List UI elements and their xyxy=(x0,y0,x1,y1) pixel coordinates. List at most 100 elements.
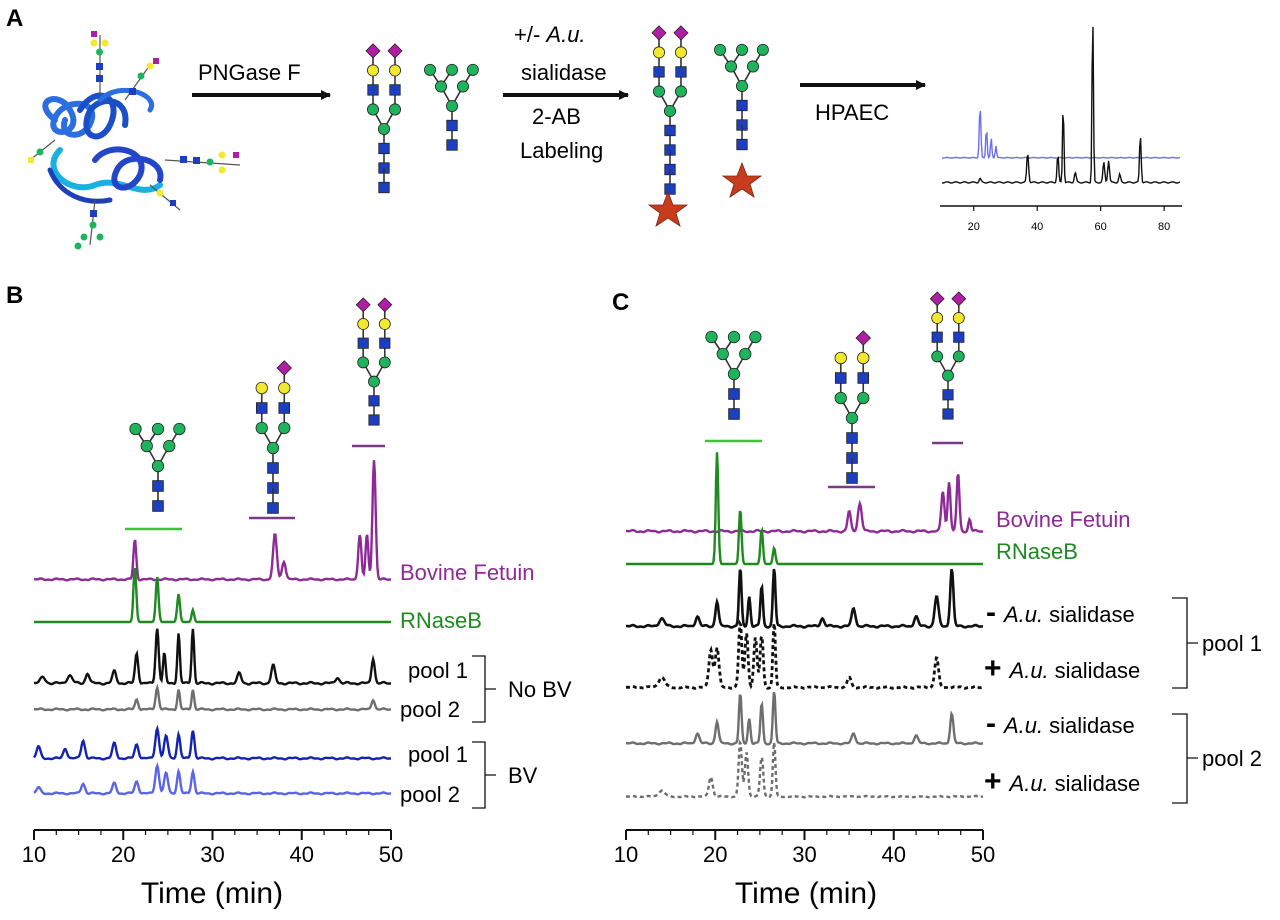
label-sialidase-line1: +/- A.u. xyxy=(514,22,586,47)
inset-tick-label: 40 xyxy=(1031,221,1043,233)
sialic-acid-diamond-icon xyxy=(651,25,667,41)
trace-label-rnaseb-b: RNaseB xyxy=(400,608,482,633)
glcnac-square-icon xyxy=(675,66,687,78)
panel-label-b: B xyxy=(6,282,23,309)
mannose-circle-icon xyxy=(255,421,268,435)
label-2ab: 2-AB xyxy=(532,104,581,129)
inset-tick-label: 60 xyxy=(1095,221,1107,233)
glcnac-square-icon xyxy=(736,99,748,112)
mannose-circle-icon xyxy=(674,85,687,98)
galactose-circle-icon xyxy=(653,46,666,59)
inset-tick-label: 80 xyxy=(1158,221,1170,233)
row-label-plus-pool1: + A.u. sialidase xyxy=(984,652,1140,685)
mannose-circle-icon xyxy=(735,43,749,56)
mannose-circle-icon xyxy=(367,103,380,116)
group-label-pool2-c: pool 2 xyxy=(1202,746,1262,771)
sialic-acid-diamond-icon xyxy=(365,43,381,59)
bracket-pool1 xyxy=(1172,597,1198,689)
group-label-no-bv: No BV xyxy=(508,677,572,702)
glcnac-square-icon xyxy=(278,402,291,414)
glcnac-square-icon xyxy=(942,408,954,420)
protein-ribbon-illustration xyxy=(42,88,164,204)
mannose-circle-icon xyxy=(388,103,401,116)
trace-pool1-bv xyxy=(32,724,391,761)
trace-pool1-nobv xyxy=(33,628,392,686)
inset-tick-label: 20 xyxy=(968,221,980,233)
inset-trace-native xyxy=(941,26,1181,184)
mannose-circle-icon xyxy=(456,80,469,93)
sialic-acid-diamond-icon xyxy=(276,360,293,376)
glcnac-square-icon xyxy=(267,462,279,474)
sialic-acid-diamond-icon xyxy=(673,25,689,41)
protein-glycans-illustration xyxy=(28,31,241,250)
glcnac-square-icon xyxy=(152,500,164,512)
x-axis-label-c: Time (min) xyxy=(735,877,877,910)
mannose-circle-icon xyxy=(725,60,738,73)
mannose-circle-icon xyxy=(714,43,727,56)
panel-c-traces xyxy=(625,452,984,799)
x-tick-label: 40 xyxy=(290,842,314,867)
sialic-acid-diamond-icon xyxy=(377,297,393,313)
row-label-minus-pool1: - A.u. sialidase xyxy=(986,596,1135,629)
mannose-circle-icon xyxy=(663,104,677,117)
glcnac-square-icon xyxy=(857,372,870,384)
glycan-monosialylated-c xyxy=(834,330,872,484)
sialic-acid-diamond-icon xyxy=(855,330,872,346)
glcnac-square-icon xyxy=(446,119,458,132)
glycan-disialylated-b xyxy=(355,297,393,426)
label-hpaec: HPAEC xyxy=(815,100,889,125)
x-tick-label: 50 xyxy=(379,842,403,867)
glcnac-square-icon xyxy=(368,395,380,407)
trace-label-fetuin-c: Bovine Fetuin xyxy=(996,507,1131,532)
mannose-circle-icon xyxy=(727,330,741,344)
trace-label-fetuin-b: Bovine Fetuin xyxy=(400,560,535,585)
x-axis-c: 10 20 30 40 50 xyxy=(614,829,995,867)
glcnac-square-icon xyxy=(152,480,164,492)
trace-label-rnaseb-c: RNaseB xyxy=(996,539,1078,564)
mannose-circle-icon xyxy=(266,441,280,455)
galactose-circle-icon xyxy=(388,64,401,77)
galactose-circle-icon xyxy=(357,318,370,330)
trace-pool1-minus xyxy=(625,568,984,629)
trace-label-pool1-bv: pool 1 xyxy=(408,742,468,767)
galactose-circle-icon xyxy=(834,351,847,365)
glycan-monosialylated-b xyxy=(255,360,293,514)
mannose-circle-icon xyxy=(749,330,762,344)
inset-chromatogram: 20 40 60 80 xyxy=(940,26,1182,233)
glycan-disialylated-c xyxy=(929,291,967,420)
panel-label-a: A xyxy=(6,5,23,32)
glcnac-square-icon xyxy=(379,337,391,349)
x-tick-label: 30 xyxy=(200,842,224,867)
galactose-circle-icon xyxy=(378,318,391,330)
trace-fetuin-b xyxy=(33,460,392,582)
x-tick-label: 10 xyxy=(614,842,638,867)
trace-label-pool2-bv: pool 2 xyxy=(400,782,460,807)
galactose-circle-icon xyxy=(367,64,380,77)
galactose-circle-icon xyxy=(952,312,965,324)
sialic-acid-diamond-icon xyxy=(387,43,403,59)
mannose-circle-icon xyxy=(435,80,448,93)
galactose-circle-icon xyxy=(255,381,268,395)
trace-rnaseb-c xyxy=(626,452,983,566)
bracket-no-bv xyxy=(472,655,496,723)
x-tick-label: 50 xyxy=(971,842,995,867)
mannose-circle-icon xyxy=(163,439,176,453)
mannose-circle-icon xyxy=(746,60,759,73)
label-sialidase-line2: sialidase xyxy=(521,60,607,85)
trace-pool2-plus xyxy=(626,739,983,799)
mannose-circle-icon xyxy=(151,459,165,473)
trace-fetuin-c xyxy=(625,474,984,534)
trace-label-pool1-nobv: pool 1 xyxy=(408,658,468,683)
mannose-circle-icon xyxy=(445,63,459,76)
mannose-circle-icon xyxy=(727,367,741,381)
glcnac-square-icon xyxy=(389,84,401,96)
glcnac-square-icon xyxy=(846,472,858,484)
galactose-circle-icon xyxy=(857,351,870,365)
glcnac-square-icon xyxy=(664,183,676,195)
glcnac-square-icon xyxy=(357,337,369,349)
label-pngase: PNGase F xyxy=(198,60,301,85)
mannose-circle-icon xyxy=(445,99,459,112)
mannose-circle-icon xyxy=(845,411,859,425)
glcnac-square-icon xyxy=(368,414,380,426)
